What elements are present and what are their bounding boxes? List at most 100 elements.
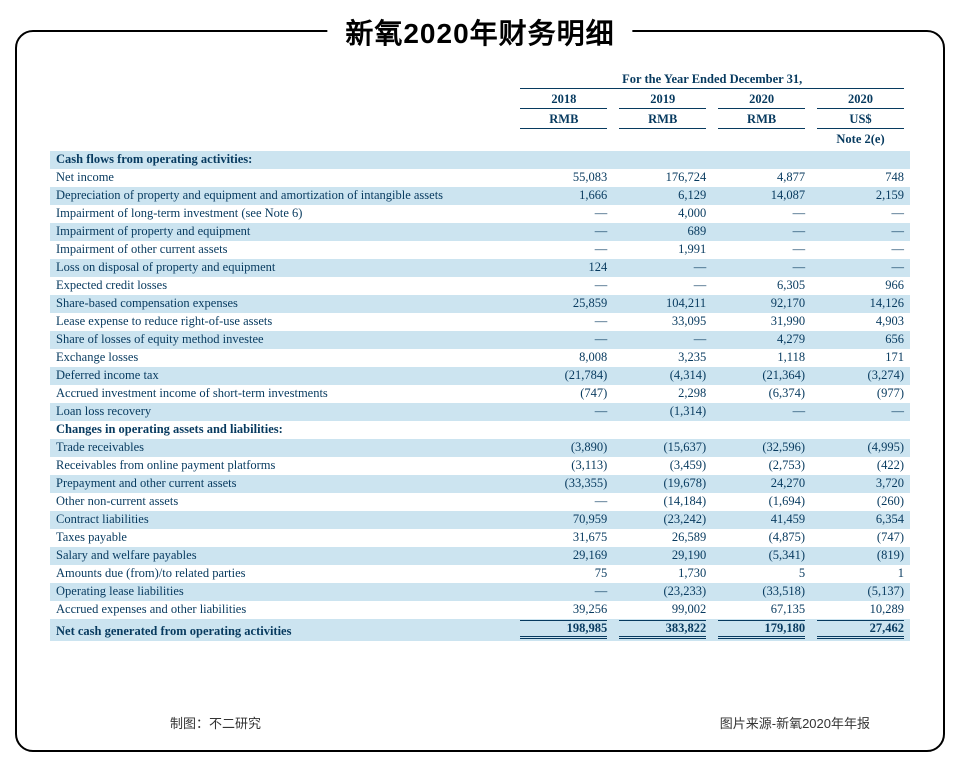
r2-val: 1 [811,565,910,583]
footer-credit: 制图：不二研究 [170,713,261,732]
r2-label: Other non-current assets [50,493,514,511]
r2-label: Salary and welfare payables [50,547,514,565]
r1-val: — [514,277,613,295]
r2-val: 1,730 [613,565,712,583]
r2-val: (4,995) [811,439,910,457]
r2-row: Trade receivables(3,890)(15,637)(32,596)… [50,439,910,457]
footer: 制图：不二研究 图片来源-新氧2020年年报 [50,713,910,732]
r2-label: Taxes payable [50,529,514,547]
r2-val: (14,184) [613,493,712,511]
r2-val: 99,002 [613,601,712,619]
r1-val: — [613,277,712,295]
r2-val: (3,459) [613,457,712,475]
total-label: Net cash generated from operating activi… [50,619,514,641]
r1-val: 104,211 [613,295,712,313]
r2-val: 5 [712,565,811,583]
r2-row: Contract liabilities70,959(23,242)41,459… [50,511,910,529]
r1-label: Loss on disposal of property and equipme… [50,259,514,277]
r2-val: 6,354 [811,511,910,529]
r2-row: Amounts due (from)/to related parties751… [50,565,910,583]
cur-2: RMB [718,112,805,129]
r1-label: Impairment of property and equipment [50,223,514,241]
r1-val: — [712,205,811,223]
r2-val: (4,875) [712,529,811,547]
r1-row: Depreciation of property and equipment a… [50,187,910,205]
total-row: Net cash generated from operating activi… [50,619,910,641]
r1-label: Exchange losses [50,349,514,367]
r2-label: Contract liabilities [50,511,514,529]
r1-val: 4,279 [712,331,811,349]
r1-val: — [811,403,910,421]
r2-val: (33,355) [514,475,613,493]
r2-row: Receivables from online payment platform… [50,457,910,475]
r1-row: Share of losses of equity method investe… [50,331,910,349]
year-2: 2020 [718,92,805,109]
r1-label: Expected credit losses [50,277,514,295]
r1-val: (6,374) [712,385,811,403]
r1-val: — [811,259,910,277]
r1-val: 92,170 [712,295,811,313]
r2-val: 70,959 [514,511,613,529]
r2-label: Operating lease liabilities [50,583,514,601]
currency-row: RMB RMB RMB US$ [50,110,910,130]
r1-val: (21,364) [712,367,811,385]
r2-val: (15,637) [613,439,712,457]
r1-label: Deferred income tax [50,367,514,385]
r2-label: Prepayment and other current assets [50,475,514,493]
year-0: 2018 [520,92,607,109]
r1-val: 6,305 [712,277,811,295]
r2-val: (19,678) [613,475,712,493]
r2-val: 31,675 [514,529,613,547]
footer-source: 图片来源-新氧2020年年报 [720,713,870,732]
r1-val: 4,877 [712,169,811,187]
section1-header: Cash flows from operating activities: [50,151,910,169]
r1-val: (3,274) [811,367,910,385]
financial-table: For the Year Ended December 31, 2018 201… [50,70,910,641]
r2-row: Operating lease liabilities—(23,233)(33,… [50,583,910,601]
r1-val: 55,083 [514,169,613,187]
r1-row: Impairment of other current assets—1,991… [50,241,910,259]
r1-val: 6,129 [613,187,712,205]
r2-val: — [514,493,613,511]
r1-val: 14,087 [712,187,811,205]
r1-row: Impairment of long-term investment (see … [50,205,910,223]
r1-row: Impairment of property and equipment—689… [50,223,910,241]
r1-val: 656 [811,331,910,349]
r1-val: — [514,205,613,223]
financial-table-wrap: For the Year Ended December 31, 2018 201… [50,70,910,641]
r1-val: 4,903 [811,313,910,331]
r2-val: (2,753) [712,457,811,475]
r1-val: 171 [811,349,910,367]
r1-val: 966 [811,277,910,295]
r1-val: 1,991 [613,241,712,259]
super-header-text: For the Year Ended December 31, [520,72,904,89]
r2-val: (23,233) [613,583,712,601]
r2-val: 39,256 [514,601,613,619]
year-1: 2019 [619,92,706,109]
r2-val: 29,190 [613,547,712,565]
r1-label: Share-based compensation expenses [50,295,514,313]
r1-row: Deferred income tax(21,784)(4,314)(21,36… [50,367,910,385]
r2-val: 10,289 [811,601,910,619]
r1-val: (4,314) [613,367,712,385]
r1-val: 748 [811,169,910,187]
note-row: Note 2(e) [50,130,910,151]
r2-row: Taxes payable31,67526,589(4,875)(747) [50,529,910,547]
total-v2: 179,180 [718,620,805,639]
r1-val: — [613,259,712,277]
r2-val: 26,589 [613,529,712,547]
r1-label: Lease expense to reduce right-of-use ass… [50,313,514,331]
super-header-row: For the Year Ended December 31, [50,70,910,90]
r1-val: 1,118 [712,349,811,367]
total-v1: 383,822 [619,620,706,639]
r1-val: 124 [514,259,613,277]
r2-val: 67,135 [712,601,811,619]
r2-row: Accrued expenses and other liabilities39… [50,601,910,619]
r1-val: (977) [811,385,910,403]
r1-val: 25,859 [514,295,613,313]
r1-val: — [613,331,712,349]
r1-val: — [514,241,613,259]
r1-val: — [514,331,613,349]
r1-val: 33,095 [613,313,712,331]
r1-row: Net income55,083176,7244,877748 [50,169,910,187]
